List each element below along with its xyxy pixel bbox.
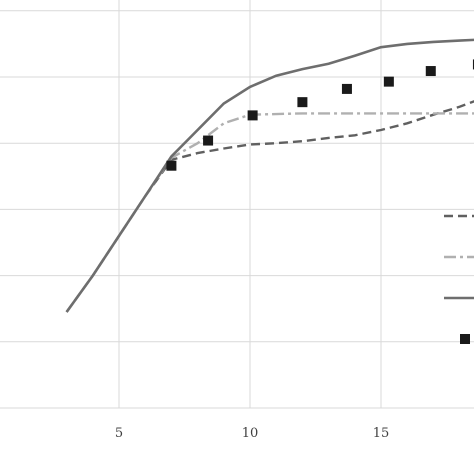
series-line-solid [65,38,474,313]
x-tick-label-1: 10 [242,426,259,441]
marker-point-6 [425,66,436,77]
x-tick-labels: 5101520 [115,426,390,441]
legend [444,214,474,344]
series-line-dashed [65,100,474,313]
marker-point-0 [166,160,177,171]
marker-point-5 [383,76,394,87]
marker-point-3 [297,97,308,108]
marker-point-4 [341,83,352,94]
marker-point-2 [247,110,258,121]
series-group [65,38,474,313]
x-tick-label-0: 5 [115,426,123,441]
marker-point-1 [203,135,214,146]
legend-marker-swatch [460,334,470,344]
x-tick-label-2: 15 [373,426,390,441]
grid [0,0,474,409]
marker-point-7 [472,59,474,70]
